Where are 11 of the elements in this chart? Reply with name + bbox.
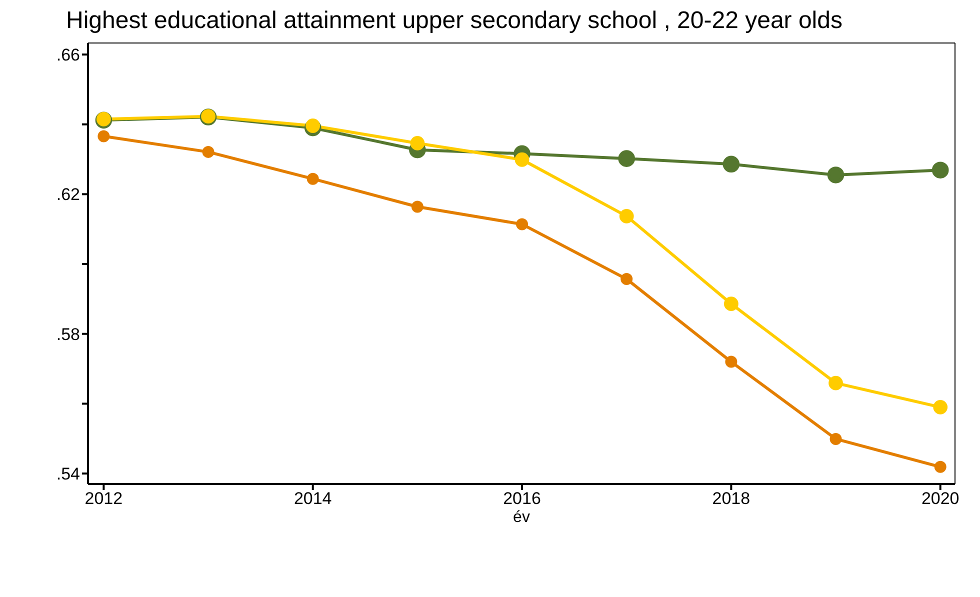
y-tick-label: .58: [56, 324, 80, 344]
x-tick-label: 2020: [921, 489, 960, 508]
chart-title: Highest educational attainment upper secondary school , 20-22 year olds: [66, 7, 844, 34]
y-tick-label: .62: [56, 185, 80, 204]
y-tick-label: .66: [56, 46, 80, 65]
x-tick-label: 2018: [712, 489, 750, 508]
y-tick-label: .54: [56, 464, 80, 484]
x-tick-label: 2012: [84, 489, 123, 508]
x-axis-title: év: [513, 509, 530, 526]
x-tick-label: 2014: [294, 489, 332, 508]
x-tick-label: 2016: [503, 489, 541, 508]
